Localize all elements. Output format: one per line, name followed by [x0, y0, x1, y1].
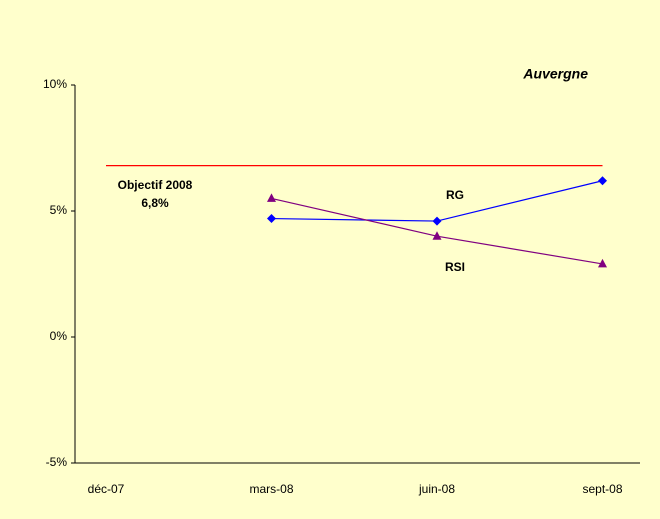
objective-value-label: 6,8%: [141, 196, 169, 210]
y-tick-label: 5%: [50, 203, 68, 217]
series-label: RSI: [445, 260, 465, 274]
y-tick-label: 10%: [43, 77, 67, 91]
point-marker: [598, 176, 607, 186]
x-tick-label: mars-08: [249, 482, 293, 496]
x-tick-label: sept-08: [582, 482, 622, 496]
point-marker: [432, 216, 442, 226]
series-label: RG: [446, 188, 464, 202]
x-tick-label: juin-08: [418, 482, 455, 496]
point-marker: [267, 214, 276, 224]
objective-name: Objectif 2008: [118, 178, 193, 192]
point-marker: [598, 258, 607, 268]
y-tick-label: -5%: [46, 455, 68, 469]
point-marker: [267, 193, 276, 202]
chart-title: Auvergne: [522, 66, 588, 82]
x-tick-label: déc-07: [88, 482, 125, 496]
point-marker: [432, 231, 442, 240]
y-tick-label: 0%: [50, 329, 68, 343]
